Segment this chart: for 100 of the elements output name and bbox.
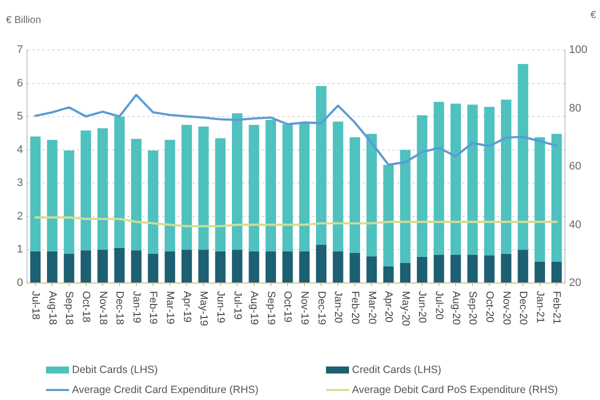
bar (467, 104, 478, 255)
x-tick-label: Jul-19 (231, 291, 244, 320)
bar (484, 106, 495, 256)
x-tick-label: Jun-20 (416, 291, 428, 324)
bar (400, 150, 410, 264)
bar (47, 140, 58, 252)
x-tick-label: Jan-19 (130, 291, 142, 324)
x-tick-label: Sep-20 (466, 291, 479, 326)
x-tick-label: Aug-19 (248, 291, 260, 326)
y2-tick-label: 20 (569, 277, 582, 290)
y2-tick-label: 80 (569, 102, 582, 114)
x-tick-label: Nov-18 (96, 291, 109, 326)
x-tick-label: Aug-20 (450, 291, 462, 326)
x-tick-label: Dec-19 (315, 291, 328, 326)
bar (450, 254, 461, 282)
bar (148, 150, 158, 254)
y-axis-title: € Billion (6, 14, 42, 26)
bar (248, 124, 260, 252)
bar (416, 257, 428, 282)
bar (534, 262, 545, 282)
bar (332, 251, 344, 282)
legend-label: Debit Cards (LHS) (72, 364, 158, 376)
bar (450, 104, 461, 255)
bar (64, 254, 74, 282)
bar (215, 138, 226, 252)
bar (148, 254, 158, 282)
bar (350, 253, 360, 282)
x-tick-label: Nov-19 (298, 291, 311, 326)
x-tick-label: Sep-18 (63, 291, 76, 326)
bar (97, 128, 108, 250)
bar (518, 64, 528, 250)
y-tick-label: 2 (16, 210, 23, 222)
legend-label: Credit Cards (LHS) (352, 364, 442, 376)
bar (182, 250, 192, 282)
y2-axis-title: € (590, 10, 596, 21)
x-tick-label: Feb-21 (550, 291, 563, 324)
bar (282, 124, 293, 252)
x-tick-label: Oct-19 (282, 291, 294, 323)
bar (366, 256, 377, 282)
bar (232, 250, 242, 282)
x-tick-label: Sep-19 (264, 291, 277, 326)
bar (350, 137, 360, 254)
bar (332, 122, 344, 252)
bar (64, 150, 74, 254)
x-tick-label: Mar-19 (164, 291, 176, 324)
bar (434, 102, 444, 255)
bar (182, 124, 192, 250)
bar (97, 250, 108, 282)
bar (500, 254, 512, 282)
bar (518, 250, 528, 282)
bar (80, 130, 92, 250)
bar (114, 248, 125, 282)
x-tick-label: Apr-20 (382, 291, 395, 323)
y-tick-label: 5 (16, 110, 23, 123)
x-tick-label: Apr-19 (180, 291, 193, 323)
x-tick-label: Jan-21 (534, 291, 546, 324)
bar (114, 116, 125, 248)
x-tick-label: Jul-20 (433, 291, 446, 320)
x-tick-label: Jan-20 (332, 291, 344, 324)
bar (316, 244, 326, 282)
bar (383, 164, 394, 266)
x-tick-label: Feb-19 (147, 291, 160, 324)
y-tick-label: 6 (16, 77, 23, 90)
bar (248, 251, 260, 282)
y-tick-label: 4 (16, 144, 23, 156)
bar (198, 126, 209, 250)
bar (198, 250, 209, 282)
x-tick-label: Aug-18 (46, 291, 58, 326)
bar (47, 251, 58, 282)
bar (484, 255, 495, 282)
x-tick-label: Jun-19 (214, 291, 226, 324)
bar (164, 140, 176, 252)
x-tick-label: Dec-20 (517, 291, 530, 326)
legend-label: Average Credit Card Expenditure (RHS) (72, 384, 259, 396)
bar (164, 251, 176, 282)
bar (282, 251, 293, 282)
bar (299, 251, 310, 282)
bar (434, 254, 444, 282)
x-tick-label: Mar-20 (366, 291, 378, 324)
bar (299, 122, 310, 252)
x-tick-label: Oct-20 (483, 291, 496, 323)
legend-label: Average Debit Card PoS Expenditure (RHS) (352, 384, 558, 396)
bar (500, 100, 512, 254)
bar (400, 263, 410, 282)
bar (316, 86, 326, 245)
bar (551, 262, 562, 282)
x-tick-label: Dec-18 (114, 291, 126, 326)
x-tick-label: Jul-18 (30, 291, 42, 320)
y2-tick-label: 60 (569, 160, 582, 173)
y2-tick-label: 100 (569, 44, 588, 56)
x-tick-label: Nov-20 (500, 291, 512, 326)
bar (30, 136, 41, 252)
x-tick-label: Oct-18 (80, 291, 92, 323)
bar (416, 115, 428, 258)
bar (266, 251, 276, 282)
bar (467, 254, 478, 282)
bar (131, 138, 142, 250)
bar (551, 134, 562, 262)
x-tick-label: May-20 (399, 291, 412, 326)
bar (215, 251, 226, 282)
